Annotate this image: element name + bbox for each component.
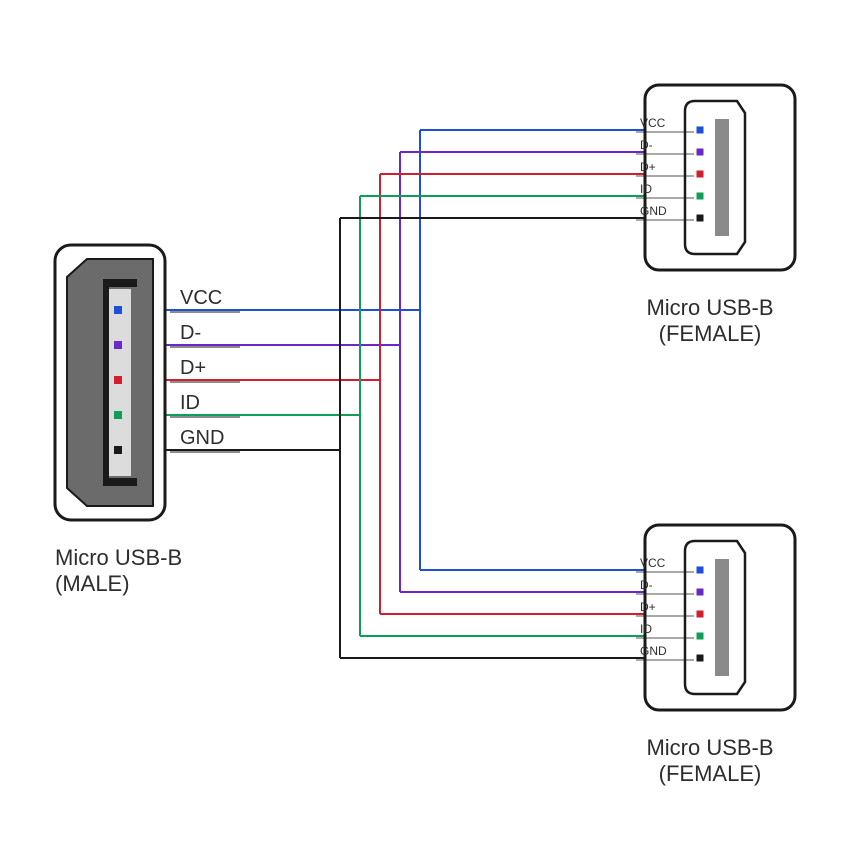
male-pin-label-d+: D+ — [180, 357, 206, 379]
female-top-connector-pin-label-gnd: GND — [640, 204, 667, 218]
female-bottom-connector-pin-d+ — [697, 611, 704, 618]
male-label-line1: Micro USB-B — [55, 545, 182, 570]
male-pin-label-gnd: GND — [180, 427, 224, 449]
male-pin-gnd — [114, 446, 122, 454]
wiring-diagram: VCC D- D+ ID GND VCC D- D+ ID GND VCC D- D+ ID GND — [0, 0, 850, 850]
female-top-connector-pin-label-d+: D+ — [640, 160, 656, 174]
female-bottom-connector-pin-d- — [697, 589, 704, 596]
female-bottom-connector-pin-id — [697, 633, 704, 640]
female-top-connector: VCC D- D+ ID GND — [636, 85, 795, 270]
female-bottom-connector-pin-label-gnd: GND — [640, 644, 667, 658]
female-bottom-label-line2: (FEMALE) — [659, 761, 762, 786]
female-top-connector-pin-id — [697, 193, 704, 200]
female-bottom-connector-pin-vcc — [697, 567, 704, 574]
female-bottom-connector-pin-gnd — [697, 655, 704, 662]
female-top-connector-tongue — [715, 119, 729, 236]
male-label-line2: (MALE) — [55, 571, 130, 596]
female-top-label-line1: Micro USB-B — [646, 295, 773, 320]
female-bottom-connector: VCC D- D+ ID GND — [636, 525, 795, 710]
female-bottom-connector-label: Micro USB-B (FEMALE) — [625, 735, 795, 788]
female-top-label-line2: (FEMALE) — [659, 321, 762, 346]
female-top-connector-pin-vcc — [697, 127, 704, 134]
female-bottom-connector-pin-label-d+: D+ — [640, 600, 656, 614]
male-pin-d- — [114, 341, 122, 349]
female-bottom-connector-pin-label-vcc: VCC — [640, 556, 666, 570]
female-top-connector-pin-label-vcc: VCC — [640, 116, 666, 130]
female-top-connector-pin-label-id: ID — [640, 182, 652, 196]
female-top-connector-pin-d- — [697, 149, 704, 156]
female-bottom-label-line1: Micro USB-B — [646, 735, 773, 760]
male-pin-label-vcc: VCC — [180, 287, 222, 309]
female-top-connector-label: Micro USB-B (FEMALE) — [625, 295, 795, 348]
male-pin-vcc — [114, 306, 122, 314]
female-top-connector-pin-gnd — [697, 215, 704, 222]
female-top-connector-pin-label-d-: D- — [640, 138, 653, 152]
male-connector-label: Micro USB-B (MALE) — [55, 545, 182, 598]
female-bottom-connector-pin-label-d-: D- — [640, 578, 653, 592]
male-pin-id — [114, 411, 122, 419]
male-pin-label-d-: D- — [180, 322, 201, 344]
wires-group — [145, 130, 700, 658]
male-pin-label-id: ID — [180, 392, 200, 414]
female-bottom-connector-pin-label-id: ID — [640, 622, 652, 636]
male-pin-d+ — [114, 376, 122, 384]
female-top-connector-pin-d+ — [697, 171, 704, 178]
male-connector: VCC D- D+ ID GND — [55, 245, 240, 520]
female-bottom-connector-tongue — [715, 559, 729, 676]
